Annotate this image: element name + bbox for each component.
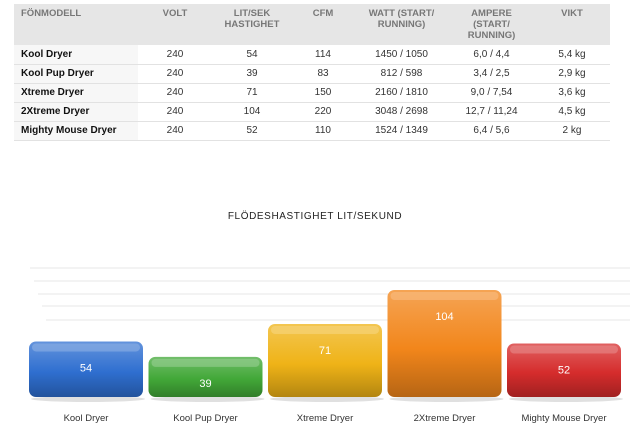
header-ampere: AMPERE (START/ RUNNING): [449, 4, 534, 45]
cell-model: Kool Dryer: [14, 45, 138, 65]
bar-2xtreme-dryer: [387, 290, 502, 397]
bar-shadow: [31, 396, 145, 402]
header-cfm: CFM: [292, 4, 354, 45]
cell-flow: 52: [212, 121, 292, 141]
bar-value-label: 52: [558, 365, 570, 377]
cell-watt: 2160 / 1810: [354, 83, 449, 103]
category-label: Xtreme Dryer: [297, 413, 353, 424]
header-flow: LIT/SEK HASTIGHET: [212, 4, 292, 45]
category-label: Mighty Mouse Dryer: [522, 413, 607, 424]
cell-flow: 54: [212, 45, 292, 65]
table-row: Mighty Mouse Dryer 240 52 110 1524 / 134…: [14, 121, 610, 141]
cell-flow: 71: [212, 83, 292, 103]
chart-title: FLÖDESHASTIGHET LIT/SEKUND: [227, 211, 403, 222]
bar-shadow: [509, 396, 623, 402]
table-row: Kool Dryer 240 54 114 1450 / 1050 6,0 / …: [14, 45, 610, 65]
cell-model: Mighty Mouse Dryer: [14, 121, 138, 141]
cell-weight: 4,5 kg: [534, 102, 610, 122]
bar-shadow: [270, 396, 384, 402]
bar-top-face: [271, 325, 379, 334]
bar-value-label: 104: [435, 311, 453, 323]
cell-model: 2Xtreme Dryer: [14, 102, 138, 122]
cell-volt: 240: [138, 121, 212, 141]
table-row: Xtreme Dryer 240 71 150 2160 / 1810 9,0 …: [14, 83, 610, 103]
header-weight: VIKT: [534, 4, 610, 45]
header-model: FÖNMODELL: [14, 4, 138, 45]
cell-watt: 1524 / 1349: [354, 121, 449, 141]
cell-cfm: 114: [292, 45, 354, 65]
bar-top-face: [510, 345, 618, 354]
bar-value-label: 71: [319, 345, 331, 357]
header-watt: WATT (START/ RUNNING): [354, 4, 449, 45]
cell-model: Xtreme Dryer: [14, 83, 138, 103]
cell-weight: 2 kg: [534, 121, 610, 141]
bar-xtreme-dryer: [268, 323, 382, 397]
cell-weight: 2,9 kg: [534, 64, 610, 84]
cell-volt: 240: [138, 64, 212, 84]
category-label: Kool Pup Dryer: [173, 413, 237, 424]
cell-flow: 39: [212, 64, 292, 84]
category-label: Kool Dryer: [64, 413, 109, 424]
cell-model: Kool Pup Dryer: [14, 64, 138, 84]
bar-shadow: [150, 396, 265, 402]
bar-kool-pup-dryer: [148, 356, 263, 397]
cell-watt: 3048 / 2698: [354, 102, 449, 122]
category-label: 2Xtreme Dryer: [414, 413, 476, 424]
cell-cfm: 110: [292, 121, 354, 141]
cell-volt: 240: [138, 102, 212, 122]
table-header-row: FÖNMODELL VOLT LIT/SEK HASTIGHET CFM WAT…: [14, 4, 610, 45]
cell-ampere: 6,4 / 5,6: [449, 121, 534, 141]
cell-weight: 3,6 kg: [534, 83, 610, 103]
cell-watt: 1450 / 1050: [354, 45, 449, 65]
cell-ampere: 3,4 / 2,5: [449, 64, 534, 84]
header-volt: VOLT: [138, 4, 212, 45]
cell-cfm: 83: [292, 64, 354, 84]
cell-cfm: 220: [292, 102, 354, 122]
table-row: 2Xtreme Dryer 240 104 220 3048 / 2698 12…: [14, 102, 610, 122]
bar-value-label: 39: [199, 378, 211, 390]
cell-volt: 240: [138, 45, 212, 65]
bar-value-label: 54: [80, 362, 92, 374]
cell-ampere: 12,7 / 11,24: [449, 102, 534, 122]
cell-volt: 240: [138, 83, 212, 103]
bar-top-face: [390, 292, 499, 300]
cell-cfm: 150: [292, 83, 354, 103]
cell-weight: 5,4 kg: [534, 45, 610, 65]
cell-ampere: 6,0 / 4,4: [449, 45, 534, 65]
bar-shadow: [389, 396, 504, 402]
cell-ampere: 9,0 / 7,54: [449, 83, 534, 103]
table-row: Kool Pup Dryer 240 39 83 812 / 598 3,4 /…: [14, 64, 610, 84]
cell-flow: 104: [212, 102, 292, 122]
cell-watt: 812 / 598: [354, 64, 449, 84]
dryer-spec-table: FÖNMODELL VOLT LIT/SEK HASTIGHET CFM WAT…: [14, 4, 610, 141]
bar-top-face: [151, 358, 260, 367]
bar-kool-dryer: [29, 341, 143, 397]
bar-mighty-mouse-dryer: [507, 343, 621, 397]
bar-top-face: [32, 343, 140, 352]
